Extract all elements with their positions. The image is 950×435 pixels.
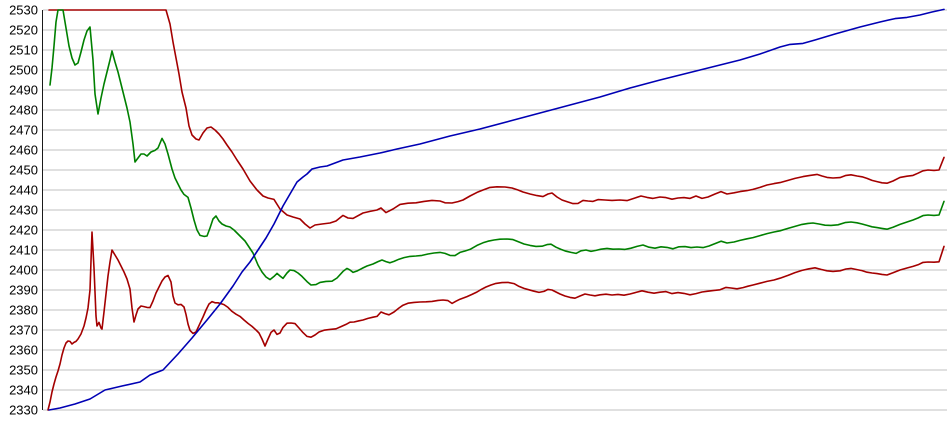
y-axis-tick-label: 2350 bbox=[9, 363, 38, 378]
y-axis-tick-label: 2460 bbox=[9, 143, 38, 158]
y-axis-tick-label: 2430 bbox=[9, 203, 38, 218]
middle-band-green-series bbox=[49, 9, 945, 286]
y-axis-tick-label: 2340 bbox=[9, 383, 38, 398]
lower-band-red-series bbox=[47, 231, 945, 411]
y-axis-tick-label: 2520 bbox=[9, 23, 38, 38]
y-axis-tick-label: 2480 bbox=[9, 103, 38, 118]
y-axis-tick-label: 2440 bbox=[9, 183, 38, 198]
y-axis-tick-label: 2510 bbox=[9, 43, 38, 58]
y-axis-tick-label: 2410 bbox=[9, 243, 38, 258]
y-axis-tick-label: 2490 bbox=[9, 83, 38, 98]
y-axis-tick-label: 2450 bbox=[9, 163, 38, 178]
trend-line-blue-series bbox=[48, 8, 945, 411]
y-axis-tick-label: 2380 bbox=[9, 303, 38, 318]
y-axis-tick-label: 2400 bbox=[9, 263, 38, 278]
y-axis-tick-label: 2370 bbox=[9, 323, 38, 338]
y-axis-tick-label: 2360 bbox=[9, 343, 38, 358]
y-axis-tick-label: 2330 bbox=[9, 403, 38, 418]
y-axis-tick-label: 2390 bbox=[9, 283, 38, 298]
y-axis-tick-label: 2500 bbox=[9, 63, 38, 78]
upper-band-red-series bbox=[48, 9, 945, 229]
y-axis-tick-label: 2420 bbox=[9, 223, 38, 238]
y-axis-tick-label: 2530 bbox=[9, 3, 38, 18]
y-axis-tick-label: 2470 bbox=[9, 123, 38, 138]
